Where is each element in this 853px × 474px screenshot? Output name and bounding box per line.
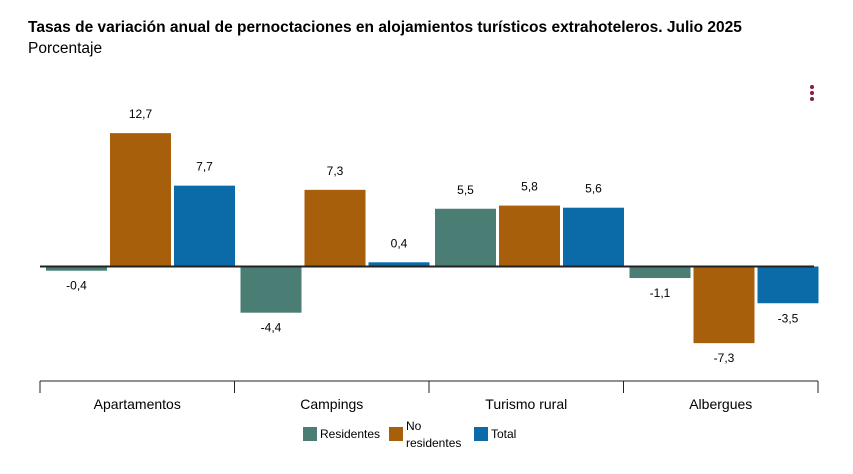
bar[interactable] [563, 207, 624, 267]
legend-label-line: No [406, 419, 422, 433]
legend-swatch-residentes [303, 427, 317, 441]
x-tick-label: Campings [300, 396, 363, 412]
x-tick-label: Apartamentos [94, 396, 181, 412]
data-label: -7,3 [714, 351, 735, 365]
menu-dot [810, 97, 814, 101]
legend-label-total: Total [491, 427, 517, 441]
bar[interactable] [368, 262, 430, 267]
data-label: 5,6 [585, 182, 602, 196]
menu-dot [810, 85, 814, 89]
legend-label-residentes: Residentes [320, 427, 381, 441]
legend-swatch-total [474, 427, 488, 441]
data-label: 7,7 [196, 160, 213, 174]
bar[interactable] [110, 133, 171, 267]
data-label: -1,1 [650, 286, 671, 300]
data-label: -0,4 [66, 279, 87, 293]
data-label: 0,4 [391, 236, 408, 250]
bar[interactable] [174, 185, 235, 267]
bar[interactable] [499, 205, 560, 267]
data-label: 7,3 [327, 164, 344, 178]
legend-swatch-no-residentes [389, 427, 403, 441]
data-label: 5,5 [457, 183, 474, 197]
legend-label-line: residentes [406, 436, 462, 450]
data-label: 12,7 [129, 107, 153, 121]
data-label: 5,8 [521, 180, 538, 194]
chart-title: Tasas de variación anual de pernoctacion… [28, 19, 742, 36]
bar[interactable] [240, 266, 302, 313]
bar[interactable] [304, 189, 366, 267]
bar[interactable] [629, 266, 691, 279]
bar[interactable] [435, 208, 496, 267]
x-tick-label: Turismo rural [485, 396, 567, 412]
bar[interactable] [757, 266, 819, 304]
legend-label-no-residentes: No residentes [406, 419, 466, 450]
menu-dot [810, 91, 814, 95]
data-label: -4,4 [261, 321, 282, 335]
kebab-menu-icon[interactable] [808, 84, 816, 102]
chart-subtitle: Porcentaje [28, 40, 103, 57]
bar[interactable] [693, 266, 755, 344]
x-tick-label: Albergues [689, 396, 752, 412]
data-label: -3,5 [778, 311, 799, 325]
bar[interactable] [46, 266, 107, 271]
